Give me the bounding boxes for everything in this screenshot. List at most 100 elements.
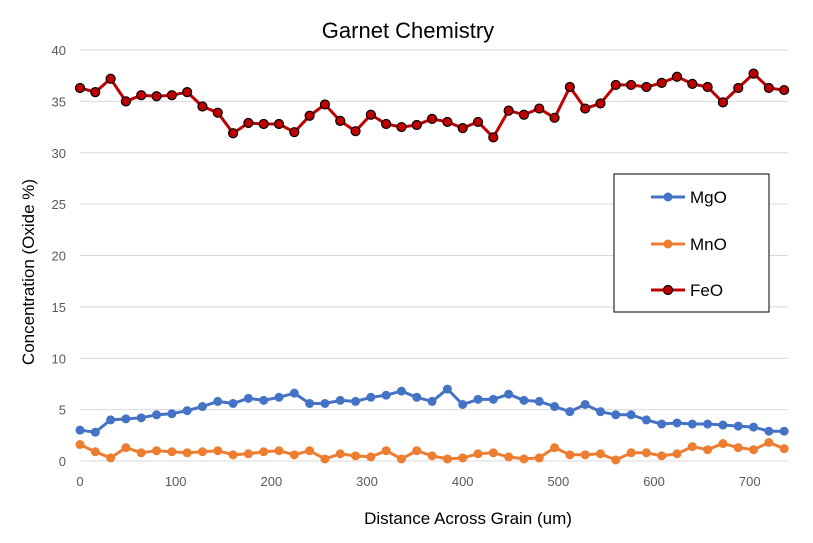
data-point-mno xyxy=(182,448,192,458)
data-point-feo xyxy=(702,81,713,93)
data-point-mno xyxy=(289,450,299,460)
data-point-feo xyxy=(258,118,269,130)
series-group xyxy=(74,68,790,465)
data-point-feo xyxy=(182,87,193,98)
data-point-feo xyxy=(365,109,376,120)
data-point-mgo xyxy=(305,398,315,408)
data-point-feo xyxy=(396,121,407,133)
data-point-mno xyxy=(550,443,560,453)
data-point-mno xyxy=(473,449,483,459)
data-point-mno xyxy=(611,455,621,465)
data-point-feo xyxy=(120,96,132,107)
data-point-mgo xyxy=(550,402,560,412)
data-point-feo xyxy=(763,82,774,94)
legend-label-mgo: MgO xyxy=(690,188,727,207)
legend-marker-mno xyxy=(663,239,673,249)
data-point-mno xyxy=(335,449,345,459)
data-point-mgo xyxy=(473,394,483,404)
data-point-mno xyxy=(259,447,269,457)
data-point-feo xyxy=(442,116,453,128)
legend-marker-feo xyxy=(662,284,674,296)
data-point-feo xyxy=(74,82,86,94)
data-point-mno xyxy=(243,449,253,459)
data-point-feo xyxy=(733,82,744,94)
data-point-mgo xyxy=(75,425,85,435)
x-tick-label: 600 xyxy=(643,474,665,489)
data-point-mno xyxy=(580,450,590,460)
data-point-mgo xyxy=(396,386,406,396)
data-point-mgo xyxy=(458,399,468,409)
data-point-mno xyxy=(152,446,162,456)
data-point-mno xyxy=(764,438,774,448)
data-point-feo xyxy=(289,127,300,138)
data-point-feo xyxy=(227,128,239,139)
chart-title: Garnet Chemistry xyxy=(322,18,494,43)
data-point-mgo xyxy=(718,420,728,430)
data-point-mno xyxy=(167,447,177,457)
data-point-mgo xyxy=(641,415,651,425)
data-point-mno xyxy=(488,448,498,458)
data-point-mgo xyxy=(136,413,146,423)
data-point-feo xyxy=(748,68,759,79)
data-point-feo xyxy=(534,103,545,114)
data-point-mgo xyxy=(152,410,162,420)
data-point-mno xyxy=(565,450,575,460)
data-point-mno xyxy=(228,450,238,460)
y-tick-label: 40 xyxy=(52,43,66,58)
data-point-mno xyxy=(366,452,376,462)
data-point-mno xyxy=(458,453,468,463)
data-point-feo xyxy=(411,119,422,131)
data-point-feo xyxy=(105,73,116,84)
data-point-mno xyxy=(595,449,605,459)
data-point-mno xyxy=(274,446,284,456)
data-point-mno xyxy=(749,445,759,455)
data-point-mno xyxy=(136,448,146,458)
data-point-feo xyxy=(273,118,285,130)
legend-box xyxy=(613,173,770,313)
data-point-mno xyxy=(779,444,789,454)
data-point-mgo xyxy=(779,426,789,436)
data-point-mgo xyxy=(733,421,743,431)
x-tick-label: 700 xyxy=(739,474,761,489)
data-point-feo xyxy=(564,81,575,93)
y-tick-label: 20 xyxy=(52,249,66,264)
data-point-mno xyxy=(733,443,743,453)
y-tick-label: 25 xyxy=(52,197,66,212)
data-point-mno xyxy=(442,454,452,464)
data-point-mno xyxy=(412,446,422,456)
x-tick-label: 100 xyxy=(165,474,187,489)
data-point-mno xyxy=(427,451,437,461)
data-point-mno xyxy=(197,447,207,457)
y-tick-label: 30 xyxy=(52,146,66,161)
data-point-feo xyxy=(166,90,177,101)
data-point-feo xyxy=(595,98,606,109)
data-point-feo xyxy=(671,71,683,82)
data-point-mno xyxy=(396,454,406,464)
data-point-feo xyxy=(610,79,621,91)
data-point-mno xyxy=(106,453,116,463)
data-point-mgo xyxy=(167,409,177,419)
data-point-mgo xyxy=(595,407,605,417)
data-point-mgo xyxy=(412,392,422,402)
data-point-mgo xyxy=(259,395,269,405)
data-point-feo xyxy=(319,99,331,110)
data-point-mgo xyxy=(580,399,590,409)
data-point-mno xyxy=(75,440,85,450)
data-point-mno xyxy=(626,448,636,458)
data-point-mgo xyxy=(335,395,345,405)
data-point-mgo xyxy=(90,427,100,437)
data-point-mgo xyxy=(427,396,437,406)
data-point-mno xyxy=(641,448,651,458)
data-point-mno xyxy=(519,454,529,464)
data-point-feo xyxy=(90,87,101,98)
x-tick-label: 200 xyxy=(260,474,282,489)
data-point-feo xyxy=(335,115,346,126)
data-point-mgo xyxy=(121,414,131,424)
legend-label-feo: FeO xyxy=(690,281,723,300)
data-point-feo xyxy=(625,79,637,91)
data-point-feo xyxy=(687,78,698,90)
legend-marker-mgo xyxy=(663,192,673,202)
data-point-feo xyxy=(212,107,223,118)
data-point-mgo xyxy=(504,389,514,399)
